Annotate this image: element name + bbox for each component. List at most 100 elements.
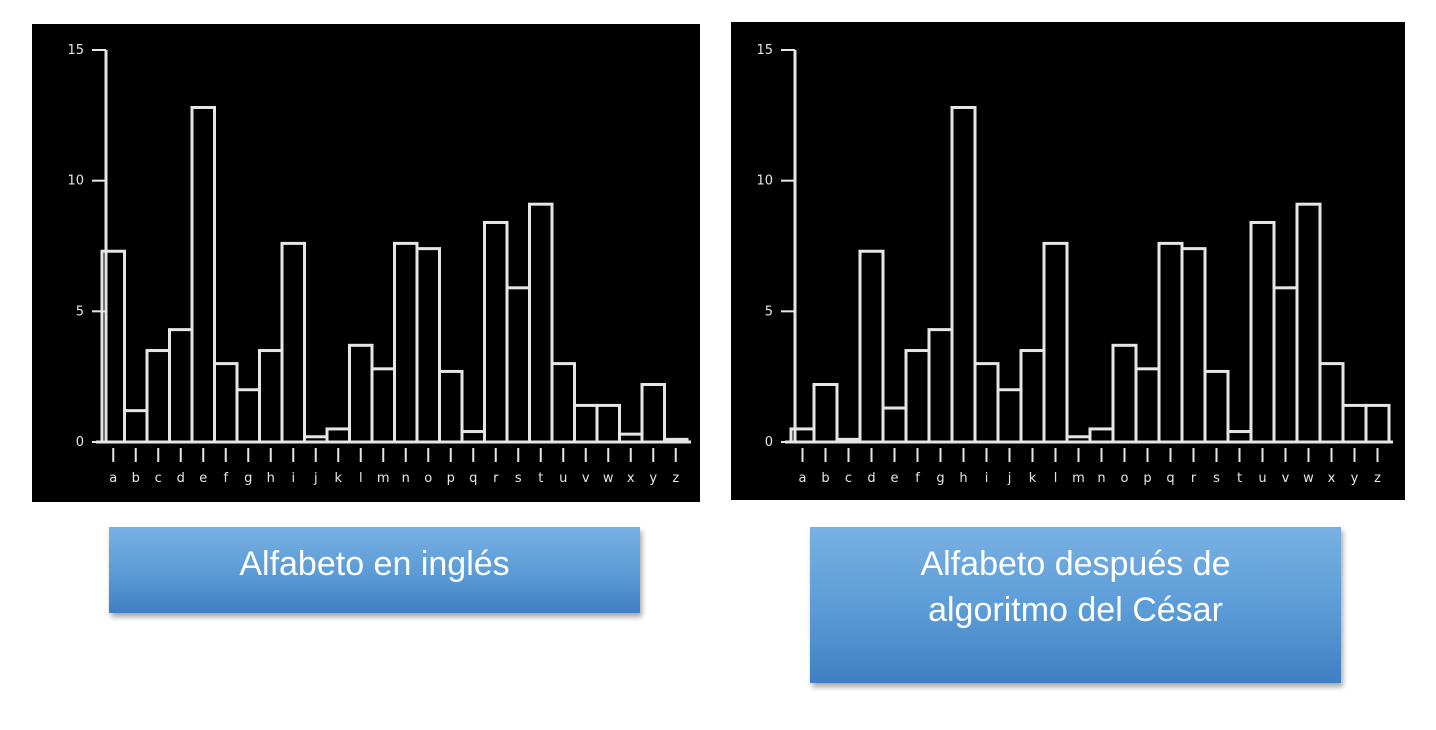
x-tick-label-g: g [936, 471, 944, 486]
x-tick-label-c: c [155, 471, 162, 486]
x-tick-label-i: i [291, 471, 295, 486]
bar-x [618, 432, 644, 444]
x-tick-label-q: q [1166, 471, 1174, 486]
bar-c [835, 437, 862, 444]
x-tick-label-t: t [1237, 471, 1242, 486]
x-tick-label-e: e [199, 471, 207, 486]
chart-caesar-alphabet-svg: 0 5 10 15 a b c d e f g h i j k l m n o p q r s t u v w x y z [756, 43, 1393, 486]
x-tick-label-h: h [267, 471, 275, 486]
bar-k [325, 427, 351, 444]
bar-q [1157, 241, 1184, 444]
y-tick-label: 10 [756, 174, 773, 189]
bar-t [528, 202, 554, 444]
bar-i [973, 362, 1000, 444]
bar-l [348, 343, 374, 444]
bar-f [904, 349, 931, 444]
x-tick-label-s: s [515, 471, 522, 486]
bar-c [145, 349, 171, 444]
y-tick-label: 15 [67, 43, 84, 58]
x-tick-label-v: v [582, 471, 590, 486]
bar-u [550, 362, 576, 444]
y-tick-label: 5 [76, 304, 84, 319]
chart-english-alphabet: 0 5 10 15 a b c d e f g h i j k l m n o p q r s t u v w x y z [32, 24, 700, 502]
x-tick-label-y: y [649, 471, 657, 486]
bar-e [190, 105, 216, 444]
x-tick-label-t: t [538, 471, 543, 486]
y-tick-label: 15 [756, 43, 773, 58]
x-tick-label-s: s [1213, 471, 1220, 486]
bar-n [1088, 427, 1115, 444]
caption-english-alphabet-text: Alfabeto en inglés [239, 545, 510, 583]
x-tick-label-h: h [959, 471, 967, 486]
bar-p [438, 369, 464, 444]
x-tick-label-w: w [603, 471, 614, 486]
bar-l [1042, 241, 1069, 444]
caption-caesar-alphabet: Alfabeto después de algoritmo del César [810, 527, 1341, 683]
bar-d [168, 328, 194, 444]
bar-i [280, 241, 306, 444]
caption-caesar-alphabet-text: Alfabeto después de algoritmo del César [920, 545, 1231, 629]
bar-g [927, 328, 954, 444]
bar-h [258, 349, 284, 444]
bar-a [100, 249, 126, 444]
bar-e [881, 406, 908, 444]
bar-f [213, 362, 239, 444]
x-tick-label-e: e [891, 471, 899, 486]
x-tick-label-j: j [1007, 471, 1012, 486]
bar-z [1364, 403, 1391, 444]
y-tick-label: 10 [67, 174, 84, 189]
x-tick-label-g: g [244, 471, 252, 486]
bar-b [123, 409, 149, 444]
x-tick-label-k: k [1029, 471, 1037, 486]
bar-m [370, 367, 396, 444]
bar-s [1203, 369, 1230, 444]
y-tick-label: 0 [765, 435, 773, 450]
bar-k [1019, 349, 1046, 444]
bar-z [663, 437, 689, 444]
x-tick-label-f: f [223, 471, 228, 486]
bar-u [1249, 220, 1276, 444]
x-tick-label-c: c [845, 471, 852, 486]
x-tick-label-b: b [821, 471, 829, 486]
x-tick-label-d: d [867, 471, 875, 486]
x-tick-label-u: u [1258, 471, 1266, 486]
bar-m [1065, 435, 1092, 444]
bar-w [1295, 202, 1322, 444]
bar-j [996, 388, 1023, 444]
x-tick-label-o: o [1121, 471, 1129, 486]
bar-r [1180, 247, 1207, 444]
bar-r [483, 220, 509, 444]
bar-x [1318, 362, 1345, 444]
bar-y [1341, 403, 1368, 444]
bar-q [460, 430, 486, 444]
bar-n [393, 241, 419, 444]
x-tick-label-i: i [985, 471, 989, 486]
x-tick-label-a: a [109, 471, 117, 486]
x-tick-label-a: a [799, 471, 807, 486]
bar-t [1226, 430, 1253, 444]
x-tick-label-u: u [559, 471, 567, 486]
bar-v [573, 403, 599, 444]
x-tick-label-l: l [1054, 471, 1058, 486]
bar-o [1111, 343, 1138, 444]
x-tick-label-d: d [177, 471, 185, 486]
caption-english-alphabet: Alfabeto en inglés [109, 527, 640, 613]
bar-j [303, 435, 329, 444]
x-tick-label-p: p [1143, 471, 1151, 486]
bar-b [812, 383, 839, 444]
x-tick-label-m: m [377, 471, 390, 486]
x-tick-label-o: o [424, 471, 432, 486]
bar-v [1272, 286, 1299, 444]
chart-english-alphabet-svg: 0 5 10 15 a b c d e f g h i j k l m n o p q r s t u v w x y z [67, 43, 691, 486]
bar-w [595, 403, 621, 444]
x-tick-label-z: z [672, 471, 679, 486]
x-tick-label-k: k [334, 471, 342, 486]
x-tick-label-n: n [1097, 471, 1105, 486]
bar-y [640, 383, 666, 444]
x-tick-label-l: l [359, 471, 363, 486]
x-tick-label-m: m [1072, 471, 1085, 486]
x-tick-label-j: j [313, 471, 318, 486]
y-tick-label: 5 [765, 304, 773, 319]
x-tick-label-n: n [402, 471, 410, 486]
bar-s [505, 286, 531, 444]
